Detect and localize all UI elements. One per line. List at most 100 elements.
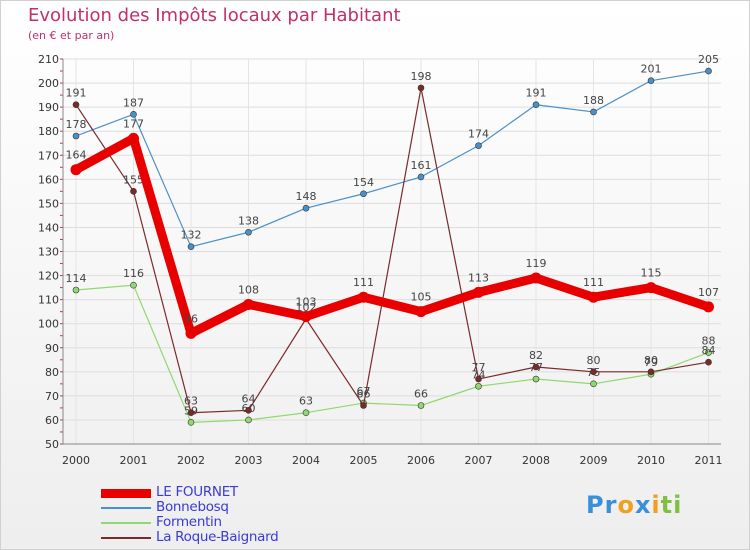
- data-point: [187, 409, 195, 417]
- data-point: [130, 188, 137, 195]
- data-point: [705, 358, 712, 366]
- data-point: [647, 368, 655, 376]
- logo-part: o: [617, 491, 635, 519]
- data-label: 114: [66, 272, 87, 285]
- data-label: 161: [411, 159, 432, 172]
- legend-swatch: [101, 537, 151, 539]
- data-label: 77: [472, 361, 486, 374]
- y-tick-label: 80: [45, 366, 59, 379]
- data-point: [417, 402, 425, 409]
- data-label: 107: [698, 286, 719, 299]
- data-label: 191: [526, 87, 547, 100]
- data-point: [530, 272, 542, 284]
- y-tick-label: 180: [38, 125, 59, 138]
- data-point: [72, 101, 80, 109]
- data-label: 103: [296, 295, 317, 308]
- data-label: 154: [353, 176, 374, 189]
- data-label: 177: [123, 117, 144, 130]
- y-tick-label: 200: [38, 77, 59, 90]
- data-point: [475, 142, 482, 149]
- data-label: 116: [123, 267, 144, 280]
- legend-item: LE FOURNET: [101, 484, 361, 501]
- data-point: [532, 375, 540, 383]
- data-point: [70, 164, 82, 176]
- data-label: 111: [353, 276, 374, 289]
- y-tick-label: 90: [45, 342, 59, 355]
- data-label: 63: [184, 395, 198, 408]
- data-label: 108: [238, 283, 259, 296]
- y-tick-label: 100: [38, 318, 59, 331]
- data-label: 88: [702, 335, 716, 348]
- chart-title: Evolution des Impôts locaux par Habitant: [28, 5, 401, 26]
- logo-part: ti: [660, 491, 683, 519]
- y-tick-label: 60: [45, 414, 59, 427]
- data-point: [358, 291, 369, 303]
- data-point: [360, 402, 367, 409]
- legend: LE FOURNET Bonnebosq Formentin La Roque-Bai…: [101, 484, 361, 546]
- series-line-formentin: [75, 284, 709, 423]
- data-point: [532, 101, 540, 109]
- legend-label: La Roque-Baignard: [156, 529, 279, 545]
- x-tick-label: 2011: [695, 454, 723, 467]
- data-label: 148: [296, 190, 317, 203]
- data-point: [185, 327, 197, 339]
- data-point: [417, 173, 425, 181]
- y-tick-label: 140: [38, 221, 59, 234]
- y-tick-label: 70: [45, 390, 59, 403]
- data-label: 187: [123, 96, 144, 109]
- data-label: 111: [583, 276, 604, 289]
- data-point: [130, 281, 137, 289]
- line-chart: 50 60 70 80 90 100 110 120 130 140 150 160 170 180 190…: [38, 53, 723, 467]
- data-point: [647, 77, 655, 84]
- data-point: [243, 298, 254, 310]
- legend-label: Formentin: [156, 514, 222, 530]
- data-label: 80: [644, 354, 658, 367]
- data-label: 79: [644, 356, 658, 369]
- series-line-le-fournet: [73, 133, 710, 338]
- data-label: 84: [702, 344, 716, 357]
- data-point: [590, 108, 597, 116]
- data-label: 201: [641, 63, 662, 76]
- x-tick-label: 2002: [177, 454, 205, 467]
- legend-item: Bonnebosq: [101, 499, 361, 516]
- data-label: 64: [242, 392, 256, 405]
- data-point: [417, 84, 425, 92]
- data-point: [532, 363, 540, 371]
- data-label: 119: [526, 257, 547, 270]
- data-point: [245, 416, 252, 424]
- legend-swatch: [101, 507, 151, 509]
- x-tick-label: 2004: [292, 454, 320, 467]
- x-tick-label: 2001: [120, 454, 148, 467]
- chart-subtitle: (en € et par an): [28, 29, 115, 42]
- data-point: [302, 409, 310, 417]
- data-label: 174: [468, 128, 489, 141]
- data-point: [705, 67, 712, 75]
- x-tick-label: 2006: [407, 454, 435, 467]
- data-label: 66: [414, 388, 428, 401]
- legend-label: LE FOURNET: [156, 484, 238, 500]
- data-label: 178: [66, 118, 87, 131]
- series-line-la-roque-baignard: [75, 87, 709, 414]
- y-tick-label: 110: [38, 294, 59, 307]
- data-point: [360, 190, 367, 198]
- y-tick-label: 160: [38, 173, 59, 186]
- data-point: [302, 204, 310, 212]
- data-point: [130, 111, 137, 118]
- legend-label: Bonnebosq: [156, 499, 229, 515]
- x-tick-label: 2009: [580, 454, 608, 467]
- data-point: [72, 286, 80, 294]
- data-label: 66: [357, 388, 371, 401]
- data-label: 105: [411, 291, 432, 304]
- proxiti-logo: Proxiti: [586, 491, 682, 519]
- data-point: [475, 382, 482, 390]
- data-point: [187, 243, 195, 250]
- x-tick-label: 2003: [235, 454, 263, 467]
- data-point: [128, 132, 139, 144]
- y-tick-label: 120: [38, 270, 59, 283]
- data-point: [72, 132, 80, 140]
- data-label: 82: [529, 349, 543, 362]
- data-label: 115: [641, 267, 662, 280]
- data-point: [473, 286, 484, 298]
- legend-item: Formentin: [101, 514, 361, 531]
